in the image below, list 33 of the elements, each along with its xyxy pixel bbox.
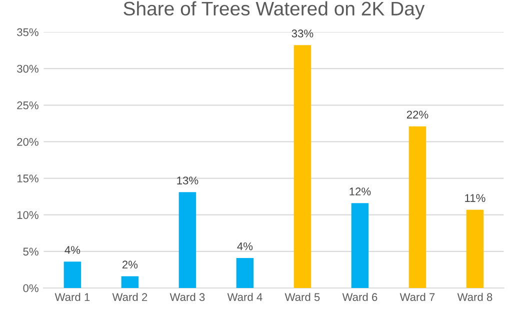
bar: [121, 276, 139, 288]
y-tick-label: 30%: [17, 64, 38, 73]
x-tick-label: Ward 7: [400, 292, 435, 302]
y-tick-label: 0%: [23, 284, 38, 292]
data-label: 4%: [237, 242, 253, 250]
bar: [408, 126, 426, 288]
y-tick-label: 5%: [23, 248, 38, 256]
x-tick-label: Ward 3: [170, 292, 205, 302]
data-label: 12%: [350, 188, 371, 196]
bar: [294, 45, 312, 288]
x-tick-label: Ward 6: [342, 292, 378, 302]
bar: [466, 210, 484, 288]
x-tick-label: Ward 4: [227, 292, 262, 302]
x-tick-label: Ward 5: [284, 292, 320, 302]
data-label: 22%: [406, 110, 428, 119]
y-tick-label: 20%: [17, 138, 38, 146]
x-tick-label: Ward 2: [112, 292, 148, 302]
x-tick-label: Ward 8: [457, 292, 492, 302]
y-tick-label: 15%: [17, 174, 38, 182]
data-label: 13%: [177, 176, 198, 184]
bar: [351, 203, 369, 288]
x-tick-label: Ward 1: [54, 292, 90, 302]
y-tick-label: 10%: [17, 211, 38, 219]
bar: [236, 258, 254, 288]
chart-title: Share of Trees Watered on 2K Day: [124, 1, 425, 20]
bar: [178, 192, 196, 288]
data-label: 2%: [122, 260, 138, 268]
data-label: 11%: [465, 194, 486, 202]
y-tick-label: 35%: [17, 28, 38, 36]
y-tick-label: 25%: [17, 101, 38, 110]
bar: [64, 262, 82, 288]
data-label: 4%: [64, 246, 80, 254]
data-label: 33%: [292, 30, 314, 38]
